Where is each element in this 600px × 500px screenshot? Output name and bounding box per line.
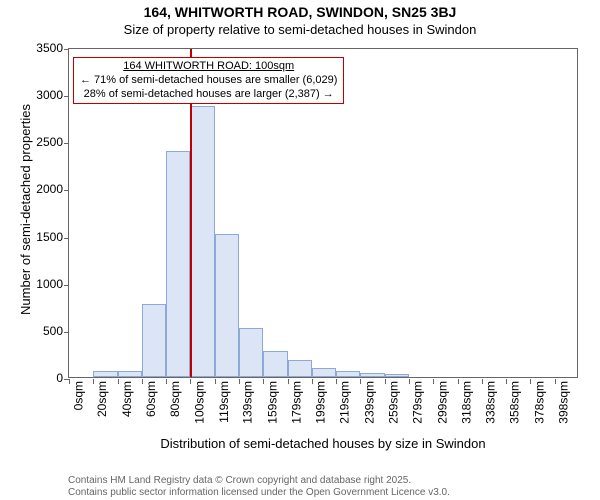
x-tick-label: 358sqm: [508, 377, 522, 424]
x-tick-mark: [385, 379, 386, 384]
annotation-line: ← 71% of semi-detached houses are smalle…: [80, 74, 337, 88]
x-tick-label: 318sqm: [460, 377, 474, 424]
x-tick-mark: [360, 379, 361, 384]
x-tick-label: 60sqm: [144, 377, 158, 417]
y-tick-label: 0: [56, 371, 69, 385]
y-tick-label: 2500: [36, 135, 69, 149]
histogram-bar: [142, 304, 166, 377]
y-tick-label: 3500: [36, 41, 69, 55]
x-tick-label: 398sqm: [557, 377, 571, 424]
histogram-bar: [239, 328, 263, 377]
x-tick-label: 40sqm: [120, 377, 134, 417]
x-tick-mark: [506, 379, 507, 384]
x-tick-label: 338sqm: [484, 377, 498, 424]
x-tick-label: 259sqm: [387, 377, 401, 424]
annotation-line: 28% of semi-detached houses are larger (…: [80, 88, 337, 102]
annotation-line: 164 WHITWORTH ROAD: 100sqm: [80, 60, 337, 74]
footnote-2: Contains public sector information licen…: [68, 487, 450, 498]
y-tick-label: 1500: [36, 230, 69, 244]
x-tick-mark: [69, 379, 70, 384]
x-tick-mark: [482, 379, 483, 384]
x-tick-mark: [336, 379, 337, 384]
y-tick-mark: [64, 49, 69, 50]
histogram-bar: [312, 368, 336, 377]
y-axis-label: Number of semi-detached properties: [18, 104, 33, 315]
histogram-bar: [215, 234, 239, 377]
x-tick-mark: [555, 379, 556, 384]
x-tick-label: 100sqm: [192, 377, 206, 424]
y-tick-label: 500: [43, 324, 69, 338]
x-tick-label: 279sqm: [411, 377, 425, 424]
y-tick-mark: [64, 285, 69, 286]
x-tick-mark: [312, 379, 313, 384]
x-tick-label: 378sqm: [532, 377, 546, 424]
annotation-box: 164 WHITWORTH ROAD: 100sqm← 71% of semi-…: [73, 57, 344, 104]
x-tick-mark: [190, 379, 191, 384]
x-tick-mark: [166, 379, 167, 384]
x-tick-mark: [118, 379, 119, 384]
x-tick-label: 139sqm: [241, 377, 255, 424]
x-tick-label: 239sqm: [362, 377, 376, 424]
x-tick-label: 219sqm: [338, 377, 352, 424]
y-tick-label: 3000: [36, 88, 69, 102]
x-tick-label: 80sqm: [168, 377, 182, 417]
x-tick-mark: [409, 379, 410, 384]
histogram-bar: [288, 360, 312, 377]
x-tick-label: 179sqm: [290, 377, 304, 424]
chart-subtitle: Size of property relative to semi-detach…: [0, 22, 600, 37]
y-tick-mark: [64, 238, 69, 239]
x-tick-label: 299sqm: [435, 377, 449, 424]
y-tick-mark: [64, 332, 69, 333]
y-tick-mark: [64, 143, 69, 144]
x-tick-mark: [433, 379, 434, 384]
histogram-bar: [263, 351, 287, 377]
y-tick-label: 2000: [36, 182, 69, 196]
chart-title: 164, WHITWORTH ROAD, SWINDON, SN25 3BJ: [0, 4, 600, 20]
y-tick-mark: [64, 190, 69, 191]
x-tick-label: 159sqm: [265, 377, 279, 424]
x-tick-label: 20sqm: [95, 377, 109, 417]
x-tick-mark: [530, 379, 531, 384]
x-tick-mark: [215, 379, 216, 384]
x-tick-label: 199sqm: [314, 377, 328, 424]
x-tick-mark: [458, 379, 459, 384]
x-tick-label: 119sqm: [217, 377, 231, 423]
histogram-bar: [190, 106, 214, 377]
x-tick-mark: [263, 379, 264, 384]
x-tick-label: 0sqm: [71, 377, 85, 410]
x-tick-mark: [239, 379, 240, 384]
x-tick-mark: [288, 379, 289, 384]
x-axis-label: Distribution of semi-detached houses by …: [68, 436, 578, 451]
histogram-bar: [166, 151, 190, 377]
y-tick-label: 1000: [36, 277, 69, 291]
y-tick-mark: [64, 96, 69, 97]
x-tick-mark: [93, 379, 94, 384]
footnote-1: Contains HM Land Registry data © Crown c…: [68, 475, 411, 486]
plot-area: 05001000150020002500300035000sqm20sqm40s…: [68, 48, 578, 378]
x-tick-mark: [142, 379, 143, 384]
